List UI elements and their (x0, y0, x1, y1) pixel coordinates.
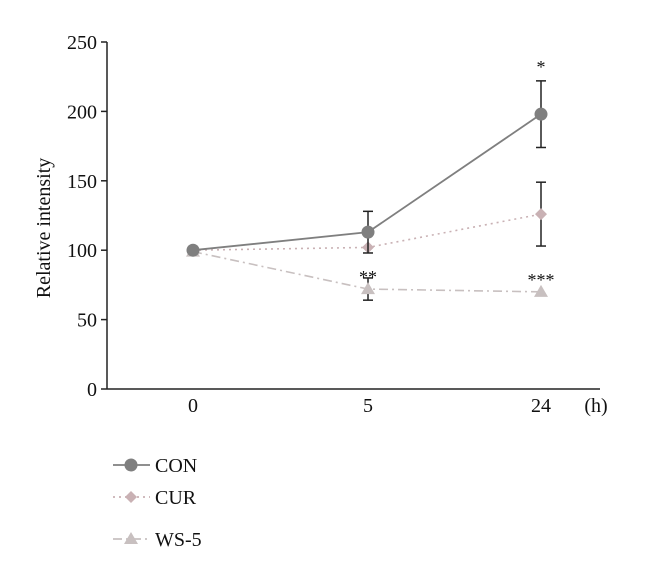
y-ticks: 0 50 100 150 200 250 (67, 32, 107, 401)
x-axis-unit: (h) (584, 395, 607, 417)
significance-label: * (537, 57, 546, 77)
significance-label: *** (528, 270, 555, 290)
y-tick-label: 100 (67, 240, 97, 262)
data-point (361, 282, 375, 295)
significance-label: ** (359, 267, 377, 287)
legend-label: CON (155, 455, 197, 477)
y-tick-label: 0 (87, 379, 97, 401)
plot-area: ** **** (186, 57, 555, 301)
y-tick-label: 200 (67, 101, 97, 123)
x-tick-label: 5 (363, 395, 373, 417)
y-tick-label: 50 (77, 310, 97, 332)
y-tick-label: 150 (67, 171, 97, 193)
legend-label: CUR (155, 487, 197, 509)
legend-marker (124, 532, 138, 544)
x-tick-label: 24 (531, 395, 551, 417)
data-point (535, 208, 547, 221)
axes (106, 42, 600, 390)
legend-label: WS-5 (155, 529, 202, 551)
series-con: * (186, 57, 548, 257)
x-ticks: 0 5 24 (188, 395, 551, 417)
legend-item-ws-5: WS-5 (113, 529, 202, 551)
legend-item-cur: CUR (113, 487, 197, 509)
data-point (534, 284, 548, 297)
y-axis-title: Relative intensity (33, 158, 55, 299)
legend-marker (124, 458, 138, 472)
x-tick-label: 0 (188, 395, 198, 417)
legend: CON CUR WS-5 (113, 455, 202, 551)
legend-marker (125, 491, 137, 503)
y-tick-label: 250 (67, 32, 97, 54)
data-point (186, 243, 200, 257)
data-point (534, 107, 548, 121)
legend-item-con: CON (113, 455, 197, 477)
data-point (361, 225, 375, 239)
